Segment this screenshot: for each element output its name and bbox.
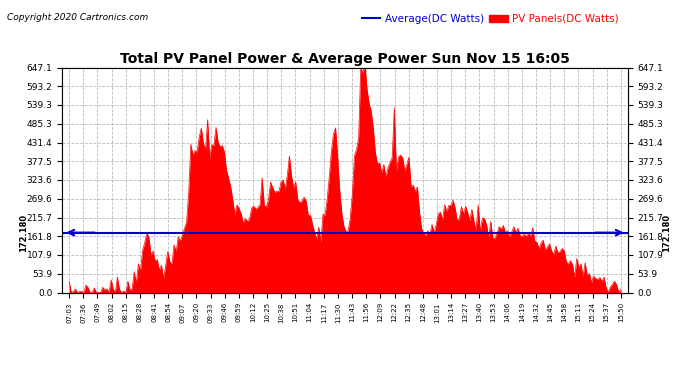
Text: 172.180: 172.180 — [19, 214, 28, 252]
Text: Copyright 2020 Cartronics.com: Copyright 2020 Cartronics.com — [7, 13, 148, 22]
Text: 172.180: 172.180 — [662, 214, 671, 252]
Legend: Average(DC Watts), PV Panels(DC Watts): Average(DC Watts), PV Panels(DC Watts) — [357, 10, 622, 28]
Title: Total PV Panel Power & Average Power Sun Nov 15 16:05: Total PV Panel Power & Average Power Sun… — [120, 53, 570, 66]
